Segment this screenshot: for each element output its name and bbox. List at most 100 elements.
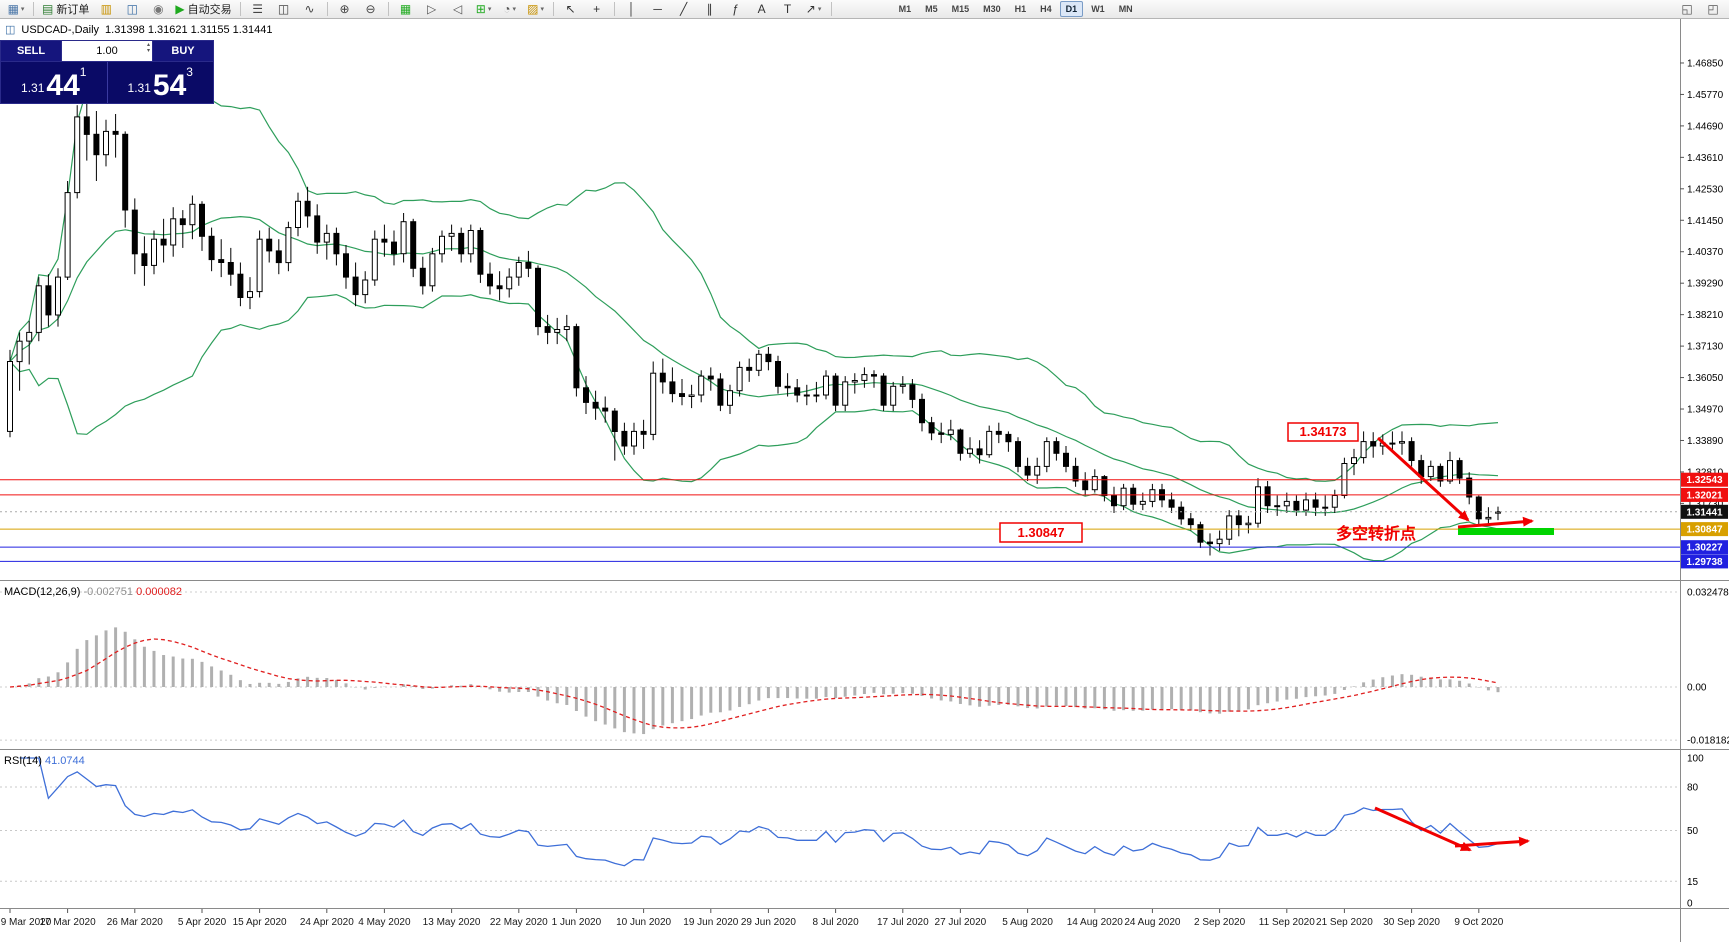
channel-button[interactable]: ∥ (698, 0, 722, 19)
chevron-down-icon[interactable]: ▾ (512, 6, 516, 13)
timeframe-w1[interactable]: W1 (1091, 4, 1105, 14)
price-axis-label: 1.45770 (1687, 90, 1724, 101)
candlestick-chart-type-button[interactable]: ◫ (272, 0, 296, 19)
timeframe-m1[interactable]: M1 (898, 4, 912, 14)
price-marker-label: 1.31441 (1686, 507, 1723, 518)
toolbar-separator (326, 2, 328, 16)
timeframe-m5[interactable]: M5 (925, 4, 938, 14)
toolbar-right-group: ◱ ◰ (1674, 0, 1726, 19)
zoom-in-button[interactable]: ⊕ (333, 0, 357, 19)
candle-body (208, 235, 215, 261)
chart-window-button[interactable]: ▦ ▾ (4, 0, 28, 19)
autotrading-button[interactable]: ▶ 自动交易 (172, 0, 234, 19)
candle-body (1005, 433, 1012, 443)
candle-body (573, 326, 580, 389)
line-chart-type-button[interactable]: ∿ (298, 0, 322, 19)
date-label: 5 Apr 2020 (178, 917, 227, 928)
price-marker-label: 1.30227 (1686, 543, 1723, 554)
green-highlight-marker[interactable] (1458, 528, 1554, 535)
market-watch-button[interactable]: ▥ (94, 0, 118, 19)
timeframe-mn[interactable]: MN (1118, 4, 1133, 14)
cursor-button[interactable]: ↖ (559, 0, 583, 19)
pivot-annotation-text[interactable]: 多空转折点 (1336, 524, 1416, 543)
sell-button[interactable]: SELL (1, 41, 61, 61)
horizontal-line-button[interactable]: ─ (646, 0, 670, 19)
candle-body (381, 238, 388, 243)
volume-input[interactable]: 1.00 ▴ ▾ (61, 41, 153, 61)
auto-scroll-button[interactable]: ▷ (420, 0, 444, 19)
chevron-down-icon[interactable]: ▾ (20, 6, 25, 13)
candle-body (1389, 442, 1396, 445)
macd-scale-label: -0.018182 (1687, 736, 1729, 747)
timeframe-m15[interactable]: M15 (951, 4, 970, 14)
timeframe-m30[interactable]: M30 (983, 4, 1001, 14)
market-watch-icon: ▥ (100, 2, 113, 16)
candle-body (467, 230, 474, 255)
timeframe-h4[interactable]: H4 (1040, 4, 1052, 14)
price-marker-box (1681, 540, 1728, 555)
label-button[interactable]: T (776, 0, 800, 19)
sell-price[interactable]: 1.31 44 1 (1, 62, 107, 103)
candle-body (285, 227, 292, 264)
new-order-button[interactable]: ▤ 新订单 (39, 0, 92, 19)
horizontal-line-icon: ─ (653, 2, 662, 16)
buy-price[interactable]: 1.31 54 3 (108, 62, 214, 103)
date-label: 2 Sep 2020 (1194, 917, 1246, 928)
data-window-icon: ◫ (126, 2, 139, 16)
chevron-down-icon[interactable]: ▾ (540, 6, 544, 13)
chevron-down-icon[interactable]: ▾ (817, 6, 822, 13)
trend-arrow[interactable] (1457, 516, 1534, 529)
candle-body (103, 130, 109, 156)
rsi-scale-label: 80 (1687, 783, 1699, 794)
buy-button[interactable]: BUY (153, 41, 213, 61)
candle-body (448, 232, 455, 237)
price-callout-box[interactable] (1287, 422, 1359, 442)
dock-chart-button[interactable]: ◱ (1675, 0, 1699, 19)
fullscreen-button[interactable]: ◰ (1701, 0, 1725, 19)
trend-arrow[interactable] (1376, 436, 1470, 522)
periods-button[interactable]: ◔ ▾ (498, 0, 522, 19)
trend-arrow[interactable] (1374, 806, 1472, 852)
tile-windows-icon: ▦ (399, 2, 412, 16)
volume-stepper[interactable]: ▴ ▾ (147, 42, 150, 54)
chart-shift-button[interactable]: ◁ (446, 0, 470, 19)
candle-body (247, 291, 253, 298)
stepper-down-icon[interactable]: ▾ (146, 48, 150, 54)
zoom-out-button[interactable]: ⊖ (359, 0, 383, 19)
tile-windows-button[interactable]: ▦ (394, 0, 418, 19)
candle-body (986, 430, 993, 456)
candle-body (784, 385, 791, 389)
date-label: 14 Aug 2020 (1067, 917, 1124, 928)
candle-body (1466, 477, 1473, 498)
trend-arrow[interactable] (1454, 836, 1530, 848)
stepper-up-icon[interactable]: ▴ (146, 42, 150, 48)
templates-icon: ▨ (527, 2, 539, 16)
trendline-button[interactable]: ╱ (672, 0, 696, 19)
bar-chart-type-button[interactable]: ☰ (246, 0, 270, 19)
text-button[interactable]: A (750, 0, 774, 19)
candle-body (554, 329, 561, 333)
indicators-button[interactable]: ⊞ ▾ (472, 0, 496, 19)
fibonacci-button[interactable]: ƒ (724, 0, 748, 19)
date-label: 22 May 2020 (490, 917, 548, 928)
candle-body (525, 262, 532, 269)
candle-body (1139, 500, 1146, 505)
zoom-out-icon: ⊖ (365, 2, 376, 16)
templates-button[interactable]: ▨ ▾ (524, 0, 548, 19)
chevron-down-icon[interactable]: ▾ (487, 6, 492, 13)
candle-body (410, 221, 417, 269)
candle-body (1226, 515, 1233, 540)
crosshair-button[interactable]: + (585, 0, 609, 19)
price-callout-box[interactable] (999, 522, 1083, 543)
candle-body (909, 384, 916, 400)
shapes-button[interactable]: ↗ ▾ (802, 0, 826, 19)
date-label: 1 Jun 2020 (552, 917, 602, 928)
vertical-line-button[interactable]: │ (620, 0, 644, 19)
timeframe-d1[interactable]: D1 (1059, 1, 1084, 17)
navigator-button[interactable]: ◉ (146, 0, 170, 19)
sell-price-sup: 1 (79, 65, 87, 79)
candle-body (1063, 452, 1069, 467)
price-divider (106, 62, 108, 103)
timeframe-h1[interactable]: H1 (1014, 4, 1027, 14)
data-window-button[interactable]: ◫ (120, 0, 144, 19)
